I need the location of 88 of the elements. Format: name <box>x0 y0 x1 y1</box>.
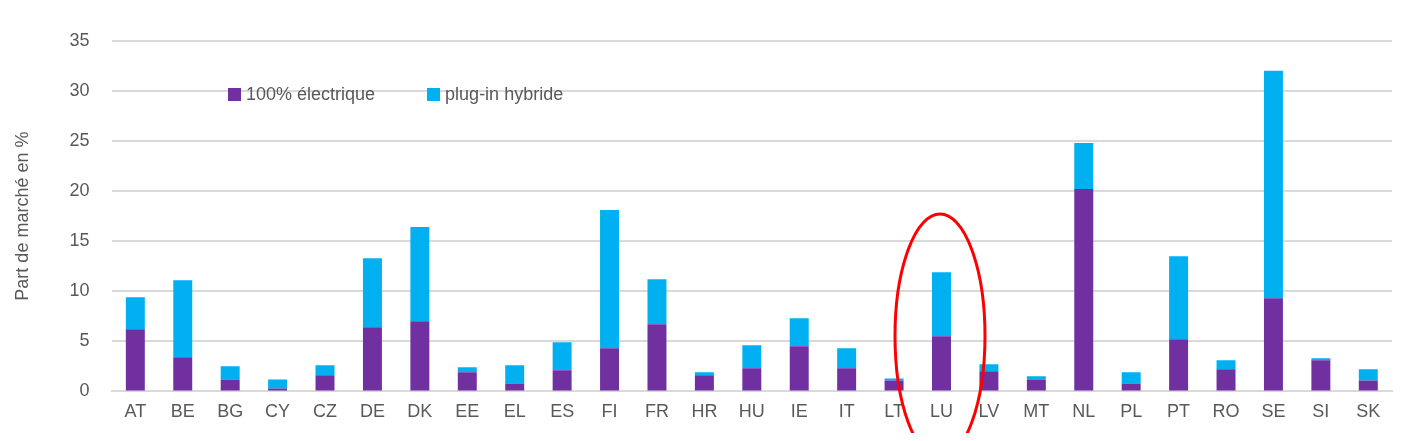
bar <box>362 327 382 391</box>
bar <box>647 324 667 391</box>
bar <box>600 210 620 349</box>
y-tick-label: 5 <box>79 330 90 351</box>
bar <box>694 375 714 391</box>
y-tick-label: 10 <box>69 280 90 301</box>
bar <box>362 258 382 328</box>
bar <box>694 372 714 376</box>
bar <box>742 368 762 391</box>
bar <box>1026 376 1046 380</box>
x-tick-label: LV <box>978 401 1000 422</box>
x-tick-label: SE <box>1261 401 1286 422</box>
bar <box>410 227 430 322</box>
y-tick-label: 15 <box>69 230 90 251</box>
bar <box>315 375 335 391</box>
bar <box>1074 142 1094 190</box>
y-tick-label: 30 <box>69 79 90 100</box>
x-tick-label: PL <box>1120 401 1143 422</box>
bar <box>173 280 193 358</box>
bar <box>220 379 240 391</box>
bar <box>125 297 145 330</box>
y-tick-label: 35 <box>69 29 90 50</box>
x-tick-label: MT <box>1023 401 1050 422</box>
y-tick-label: 25 <box>69 129 90 150</box>
bar <box>789 346 809 391</box>
bar <box>268 388 288 391</box>
x-tick-label: NL <box>1072 401 1096 422</box>
bar <box>1216 360 1236 370</box>
x-tick-label: RO <box>1212 401 1240 422</box>
bar <box>1311 360 1331 391</box>
x-tick-label: CZ <box>313 401 338 422</box>
bar <box>742 345 762 369</box>
bar <box>125 329 145 391</box>
bar <box>1358 369 1378 381</box>
bar <box>1121 383 1141 391</box>
x-tick-label: LU <box>929 401 953 422</box>
bar <box>457 367 477 373</box>
bar <box>552 342 572 371</box>
bar <box>1311 358 1331 361</box>
x-tick-label: BE <box>170 401 195 422</box>
legend-label: plug-in hybride <box>445 84 564 105</box>
bar <box>932 272 951 337</box>
x-tick-label: IE <box>790 401 808 422</box>
x-tick-label: AT <box>124 401 147 422</box>
bar <box>837 368 857 391</box>
x-tick-label: EL <box>503 401 526 422</box>
x-tick-label: SI <box>1312 401 1330 422</box>
bar <box>1026 379 1046 391</box>
x-tick-label: BG <box>217 401 244 422</box>
bar <box>410 321 430 391</box>
bar <box>789 318 809 347</box>
bar <box>1169 256 1189 340</box>
x-tick-label: CY <box>265 401 291 422</box>
x-tick-label: FI <box>601 401 618 422</box>
bar <box>173 357 193 391</box>
x-tick-label: EE <box>455 401 480 422</box>
x-tick-label: HU <box>738 401 765 422</box>
y-tick-label: 20 <box>69 180 90 201</box>
x-tick-label: IT <box>838 401 855 422</box>
x-tick-label: DK <box>407 401 433 422</box>
bar <box>1263 70 1283 299</box>
bar <box>1169 339 1189 391</box>
bar <box>457 372 477 391</box>
x-tick-label: PT <box>1167 401 1191 422</box>
bar <box>505 365 525 384</box>
y-axis-title: Part de marché en % <box>11 131 32 301</box>
bar <box>1263 298 1283 391</box>
x-tick-label: SK <box>1356 401 1381 422</box>
x-tick-label: HR <box>691 401 718 422</box>
bar <box>552 370 572 391</box>
bar <box>315 365 335 376</box>
bar <box>647 279 667 325</box>
bar <box>505 383 525 391</box>
bar <box>837 348 857 369</box>
bar <box>1216 369 1236 391</box>
y-tick-label: 0 <box>79 380 90 401</box>
bar <box>1074 189 1094 391</box>
bar <box>1121 372 1141 384</box>
bar <box>600 348 620 391</box>
bar <box>1358 380 1378 391</box>
x-tick-label: DE <box>359 401 385 422</box>
legend-label: 100% électrique <box>246 84 376 105</box>
bar <box>932 336 951 391</box>
bar <box>220 366 240 380</box>
bar <box>268 379 288 389</box>
x-tick-label: LT <box>884 401 904 422</box>
x-tick-label: ES <box>550 401 575 422</box>
x-tick-label: FR <box>644 401 669 422</box>
